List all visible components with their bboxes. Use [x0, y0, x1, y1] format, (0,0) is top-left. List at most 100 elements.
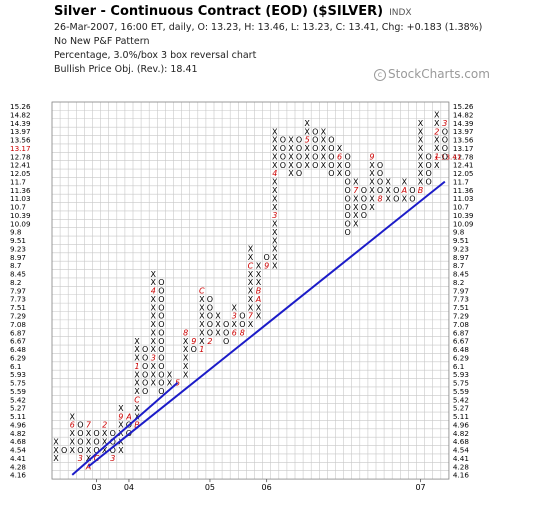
month-marker: A [125, 412, 131, 421]
x-box: X [321, 144, 327, 153]
x-box: X [434, 161, 440, 170]
chart-title: Silver - Continuous Contract (EOD) ($SIL… [54, 4, 412, 19]
x-box: X [183, 362, 189, 371]
x-box: X [385, 178, 391, 187]
price-label-right: 12.05 [453, 169, 474, 178]
month-marker: B [134, 421, 140, 430]
price-label-right: 7.97 [453, 286, 469, 295]
o-box: O [77, 429, 83, 438]
o-box: O [377, 186, 383, 195]
o-box: O [345, 194, 351, 203]
x-box: X [337, 144, 343, 153]
x-box: X [353, 194, 359, 203]
x-box: X [272, 136, 278, 145]
o-box: O [158, 295, 164, 304]
o-box: O [142, 370, 148, 379]
o-box: O [312, 136, 318, 145]
x-box: X [248, 245, 254, 254]
o-box: O [207, 328, 213, 337]
month-marker: 8 [378, 194, 383, 203]
price-label-right: 5.93 [453, 370, 469, 379]
price-label-right: 4.68 [453, 437, 469, 446]
x-box: X [402, 194, 408, 203]
o-box: O [93, 429, 99, 438]
o-box: O [442, 136, 448, 145]
o-box: O [328, 136, 334, 145]
o-box: O [158, 362, 164, 371]
o-box: O [361, 186, 367, 195]
month-marker: 8 [183, 328, 188, 337]
x-box: X [304, 119, 310, 128]
x-box: X [272, 220, 278, 229]
x-box: X [151, 362, 157, 371]
price-label-right: 10.39 [453, 211, 474, 220]
price-label-right: 8.7 [453, 261, 464, 270]
price-label-right: 6.87 [453, 328, 469, 337]
x-box: X [418, 178, 424, 187]
x-box: X [86, 454, 92, 463]
x-box: X [102, 437, 108, 446]
x-box: X [272, 228, 278, 237]
price-label-left: 4.28 [10, 462, 26, 471]
price-label-right: 7.73 [453, 295, 469, 304]
x-box: X [256, 312, 262, 321]
x-box: X [199, 295, 205, 304]
x-box: X [248, 320, 254, 329]
x-box: X [272, 178, 278, 187]
price-label-right: 11.7 [453, 177, 469, 186]
price-label-left: 9.51 [10, 236, 26, 245]
o-box: O [361, 203, 367, 212]
price-label-left: 8.2 [10, 278, 21, 287]
o-box: O [110, 446, 116, 455]
x-box: X [199, 328, 205, 337]
price-label-right: 12.78 [453, 152, 474, 161]
x-box: X [288, 169, 294, 178]
x-box: X [167, 379, 173, 388]
o-box: O [312, 161, 318, 170]
month-marker: 6 [337, 152, 342, 161]
x-box: X [418, 127, 424, 136]
price-label-right: 11.36 [453, 186, 474, 195]
price-label-left: 5.27 [10, 404, 26, 413]
price-label-right: 4.41 [453, 454, 469, 463]
price-label-right: 6.48 [453, 345, 469, 354]
o-box: O [442, 152, 448, 161]
o-box: O [442, 144, 448, 153]
price-label-left: 10.39 [10, 211, 31, 220]
o-box: O [207, 312, 213, 321]
price-label-left: 6.1 [10, 362, 21, 371]
price-label-left: 8.45 [10, 270, 26, 279]
o-box: O [328, 152, 334, 161]
o-box: O [296, 152, 302, 161]
x-box: X [288, 144, 294, 153]
x-box: X [151, 328, 157, 337]
x-box: X [134, 379, 140, 388]
o-box: O [328, 161, 334, 170]
price-label-left: 5.75 [10, 379, 26, 388]
month-marker: 2 [434, 127, 439, 136]
x-box: X [288, 136, 294, 145]
o-box: O [158, 387, 164, 396]
price-label-right: 12.41 [453, 161, 474, 170]
quote-line: 26-Mar-2007, 16:00 ET, daily, O: 13.23, … [54, 22, 483, 33]
month-marker: 3 [151, 354, 156, 363]
month-marker: A [255, 295, 261, 304]
month-marker: A [401, 186, 407, 195]
x-box: X [151, 320, 157, 329]
o-box: O [158, 303, 164, 312]
price-label-right: 5.75 [453, 379, 469, 388]
x-box: X [151, 278, 157, 287]
o-box: O [361, 194, 367, 203]
x-box: X [248, 278, 254, 287]
o-box: O [77, 437, 83, 446]
o-box: O [158, 312, 164, 321]
o-box: O [280, 144, 286, 153]
box-size-line: Percentage, 3.0%/box 3 box reversal char… [54, 50, 257, 61]
x-box: X [369, 186, 375, 195]
trendline-bullish-support [87, 180, 446, 468]
x-box: X [86, 446, 92, 455]
price-label-left: 8.7 [10, 261, 21, 270]
price-label-right: 5.59 [453, 387, 469, 396]
x-box: X [102, 429, 108, 438]
price-label-right: 4.82 [453, 429, 469, 438]
